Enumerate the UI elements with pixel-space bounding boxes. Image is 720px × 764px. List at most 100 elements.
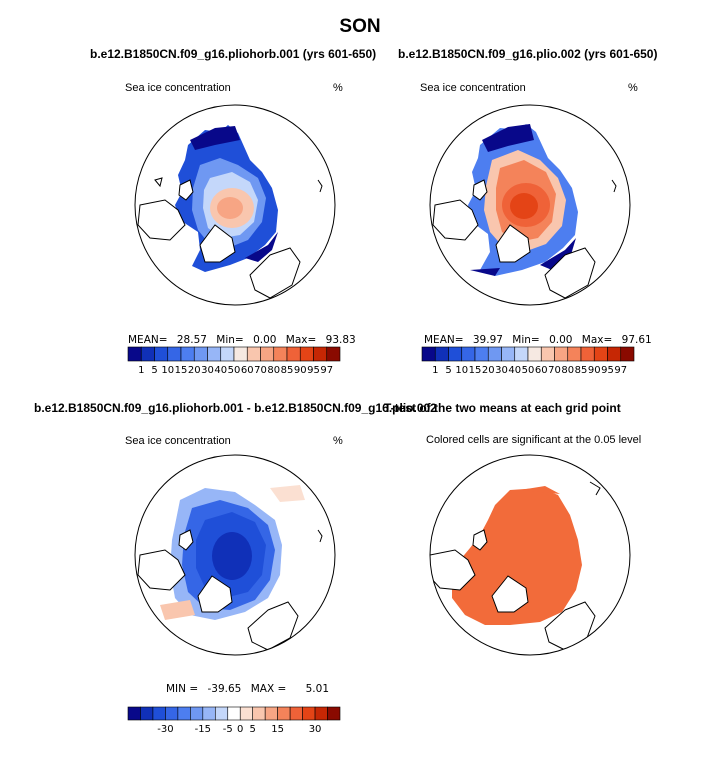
panel1-colorbar-box (246, 346, 261, 362)
panel1-min-value: 0.00 (253, 334, 277, 346)
panel3-colorbar-box (165, 706, 179, 721)
panel3-colorbar-tick-label: 30 (309, 724, 322, 735)
panel3-colorbar-box (202, 706, 216, 721)
panel2-colorbar-box (593, 346, 608, 362)
panel2-colorbar-tick-label: 97 (614, 365, 627, 376)
panel4-title: T-test of the two means at each grid poi… (384, 401, 621, 415)
panel1-min-label: Min= (216, 334, 244, 346)
panel2-colorbar-box (487, 346, 502, 362)
panel2-colorbar-tick-label: 85 (575, 365, 588, 376)
panel2-colorbar-tick-label: 20 (482, 365, 495, 376)
panel1-colorbar-box (220, 346, 235, 362)
panel1-colorbar-box (127, 346, 142, 362)
panel1-max-label: Max= (285, 334, 317, 346)
panel3-colorbar-box (190, 706, 204, 721)
panel1-title: b.e12.B1850CN.f09_g16.pliohorb.001 (yrs … (90, 47, 377, 61)
panel2-colorbar-tick-label: 40 (508, 365, 521, 376)
panel2-colorbar-tick-label: 10 (455, 365, 468, 376)
panel1-colorbar-tick-label: 30 (201, 365, 214, 376)
panel1-units: % (333, 82, 343, 94)
panel4-subtitle: Colored cells are significant at the 0.0… (426, 434, 642, 446)
panel1-colorbar-tick-label: 10 (161, 365, 174, 376)
panel3-colorbar-tick-label: -30 (157, 724, 173, 735)
panel2-colorbar-tick-label: 90 (588, 365, 601, 376)
panel2-colorbar-box (607, 346, 622, 362)
panel1-colorbar-tick-label: 70 (254, 365, 267, 376)
panel3-land-greenland (197, 575, 233, 613)
panel2-colorbar-tick-label: 95 (601, 365, 614, 376)
panel1-colorbar-tick-label: 85 (281, 365, 294, 376)
panel1-colorbar-box (273, 346, 288, 362)
panel4-map (430, 455, 630, 655)
panel3-colorbar-box (302, 706, 316, 721)
panel3-colorbar-box (152, 706, 166, 721)
panel3-colorbar-box (214, 706, 229, 721)
panel3-max-label: MAX = (250, 683, 287, 695)
panel1-colorbar-tick-label: 5 (151, 365, 157, 376)
panel3-colorbar-box (277, 706, 291, 721)
panel1-colorbar-tick-label: 80 (267, 365, 280, 376)
panel2-colorbar-box (461, 346, 476, 362)
panel2-colorbar-box (474, 346, 489, 362)
panel1-colorbar-box (260, 346, 275, 362)
panel2-colorbar-tick-label: 1 (432, 365, 438, 376)
panel1-stats: MEAN= 28.57 Min= 0.00 Max= 93.83 (128, 334, 356, 346)
panel3-map (135, 455, 335, 655)
panel2-colorbar-tick-label: 5 (445, 365, 451, 376)
panel2-colorbar-box (580, 346, 595, 362)
panel3-colorbar-box (314, 706, 328, 721)
panel2-colorbar-box (448, 346, 463, 362)
panel3-land-eurasia (247, 601, 299, 651)
panel2-colorbar-tick-label: 15 (469, 365, 482, 376)
panel3-colorbar: -30 -15 -5 0 5 15 30 (127, 706, 341, 735)
panel1-colorbar-tick-label: 95 (307, 365, 320, 376)
panel1-colorbar-box (207, 346, 222, 362)
panel3-colorbar-tick-label: -5 (223, 724, 233, 735)
panel1-colorbar-box (140, 346, 155, 362)
panel3-colorbar-tick-label: 0 (237, 724, 243, 735)
panel1-mean-value: 28.57 (176, 334, 207, 346)
panel3-colorbar-box (252, 706, 266, 721)
panel2-colorbar-tick-label: 30 (495, 365, 508, 376)
panel3-colorbar-tick-label: 15 (271, 724, 284, 735)
panel1-colorbar-box (313, 346, 328, 362)
panel2-colorbar-box (434, 346, 449, 362)
panel2-stats: MEAN= 39.97 Min= 0.00 Max= 97.61 (424, 334, 652, 346)
panel2-max-value: 97.61 (621, 334, 652, 346)
panel2-colorbar-box (514, 346, 529, 362)
panel2-land-greenland (495, 224, 531, 263)
panel2-colorbar-tick-label: 70 (548, 365, 561, 376)
panel3-colorbar-box (127, 706, 141, 721)
panel4-land-canada (430, 549, 476, 591)
panel3-colorbar-box (264, 706, 278, 721)
panel1-colorbar-box (286, 346, 301, 362)
panel1-variable-label: Sea ice concentration (125, 82, 231, 94)
panel2-colorbar-box (567, 346, 582, 362)
panel1-land-canada (137, 199, 186, 241)
panel2-colorbar-box (554, 346, 569, 362)
panel4-land-greenland (491, 575, 529, 613)
panel1-map (135, 105, 335, 305)
panel2-map (430, 105, 630, 305)
panel3-colorbar-tick-label: 5 (250, 724, 256, 735)
panel2-mean-value: 39.97 (472, 334, 503, 346)
panel1-colorbar-tick-label: 50 (228, 365, 241, 376)
panel2-min-value: 0.00 (549, 334, 573, 346)
panel3-max-value: 5.01 (305, 683, 330, 695)
panel2-max-label: Max= (581, 334, 613, 346)
panel1-colorbar-box (193, 346, 208, 362)
panel3-colorbar-box (140, 706, 154, 721)
panel2-colorbar-box (527, 346, 542, 362)
panel2-title: b.e12.B1850CN.f09_g16.plio.002 (yrs 601-… (398, 47, 658, 61)
panel3-min-label: MIN = (166, 683, 199, 695)
panel1-mean-label: MEAN= (128, 334, 168, 346)
panel2-colorbar-box (540, 346, 555, 362)
panel1-land-eurasia (249, 247, 301, 299)
panel2-colorbar-box (421, 346, 436, 362)
panel2-colorbar-box (501, 346, 516, 362)
panel1-colorbar-tick-label: 20 (188, 365, 201, 376)
panel1-colorbar-box (154, 346, 169, 362)
panel1-colorbar-box (233, 346, 248, 362)
panel3-min-value: -39.65 (207, 683, 242, 695)
panel3-stats: MIN = -39.65 MAX = 5.01 (166, 683, 329, 695)
